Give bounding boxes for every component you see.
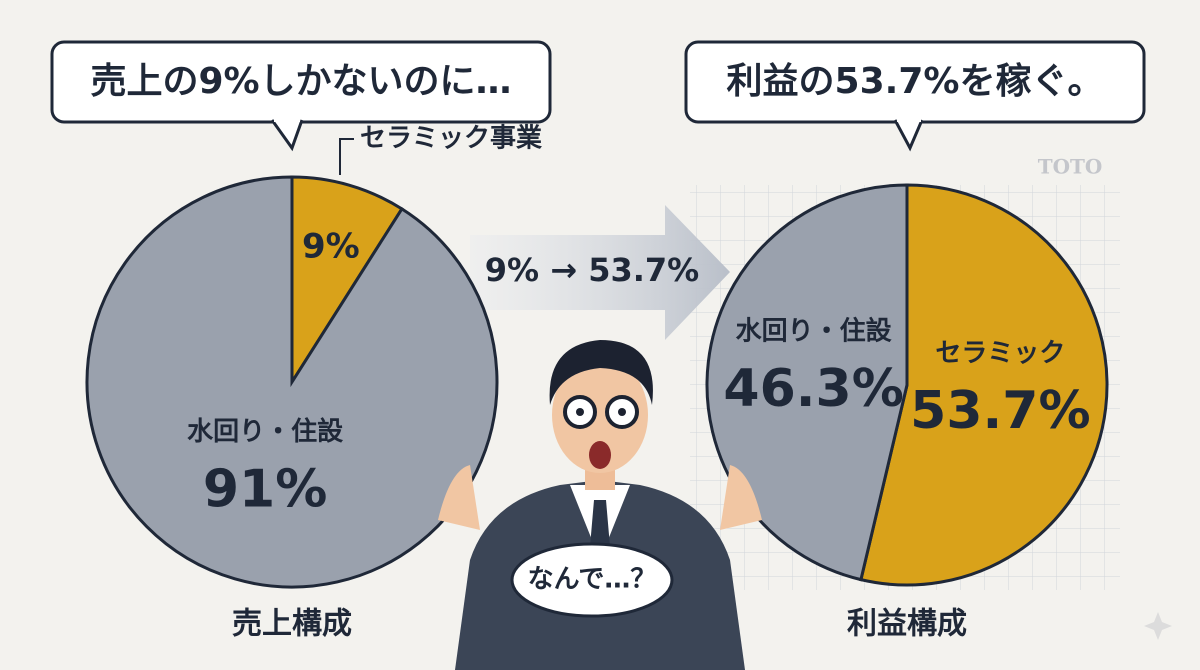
callout-line [339,138,354,175]
value-label: 9% [302,227,360,267]
chart-title: 利益構成 [847,607,967,642]
category-label: セラミック [935,338,1065,368]
value-label: 91% [203,460,327,520]
category-label: 水回り・住設 [187,416,344,447]
brand: TOTO [1038,155,1103,179]
value-label: 53.7% [910,381,1090,441]
chart-title: 売上構成 [232,607,352,642]
sparkle-icon [1144,612,1172,640]
bubble-text: 売上の9%しかないのに… [90,61,511,102]
category-label: セラミック事業 [360,124,542,154]
pie-slice [705,183,909,582]
speech-bubble: 売上の9%しかないのに… [50,40,552,152]
value-label: 46.3% [723,359,903,419]
arrow-label: 9% → 53.7% [485,251,699,289]
speech-bubble: なんで…？ [510,542,674,618]
arrow [470,205,730,340]
bubble-text: なんで…？ [528,565,657,595]
pie-slice [85,175,499,589]
category-label: 水回り・住設 [736,316,893,347]
pie-slice [859,183,1109,587]
speech-bubble: 利益の53.7%を稼ぐ。 [684,40,1146,152]
pie-slice [290,175,404,388]
bubble-text: 利益の53.7%を稼ぐ。 [727,61,1104,102]
